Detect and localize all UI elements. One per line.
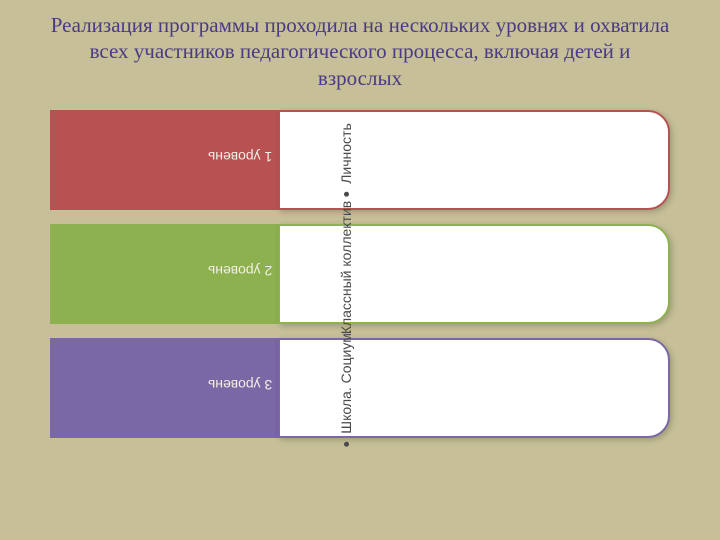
level-content-text: Школа. Социум. xyxy=(338,329,354,433)
level-content-inner: Классный коллектив xyxy=(280,226,668,322)
bullet-icon xyxy=(344,192,349,197)
level-content-text: Классный коллектив xyxy=(338,201,354,334)
level-label: 2 уровень xyxy=(50,224,280,324)
level-content-box: Классный коллектив xyxy=(278,224,670,324)
level-row-3: 3 уровень Школа. Социум. xyxy=(50,338,670,438)
level-bullet: Личность xyxy=(338,123,354,197)
level-bullet: Классный коллектив xyxy=(338,201,354,347)
bullet-icon xyxy=(344,442,349,447)
level-label: 1 уровень xyxy=(50,110,280,210)
slide-title: Реализация программы проходила на нескол… xyxy=(50,12,670,91)
level-row-2: 2 уровень Классный коллектив xyxy=(50,224,670,324)
slide: Реализация программы проходила на нескол… xyxy=(0,0,720,540)
level-content-inner: Школа. Социум. xyxy=(280,340,668,436)
level-label-wrap: 1 уровень xyxy=(50,110,280,210)
level-row-1: 1 уровень Личность xyxy=(50,110,670,210)
level-content-text: Личность xyxy=(338,123,354,184)
level-content-box: Школа. Социум. xyxy=(278,338,670,438)
level-label-text: 1 уровень xyxy=(196,149,280,171)
level-content-inner: Личность xyxy=(280,112,668,208)
level-label-wrap: 2 уровень xyxy=(50,224,280,324)
level-label-text: 3 уровень xyxy=(196,377,280,399)
level-label-text: 2 уровень xyxy=(196,263,280,285)
level-label: 3 уровень xyxy=(50,338,280,438)
level-bullet: Школа. Социум. xyxy=(338,329,354,446)
level-label-wrap: 3 уровень xyxy=(50,338,280,438)
level-content-box: Личность xyxy=(278,110,670,210)
